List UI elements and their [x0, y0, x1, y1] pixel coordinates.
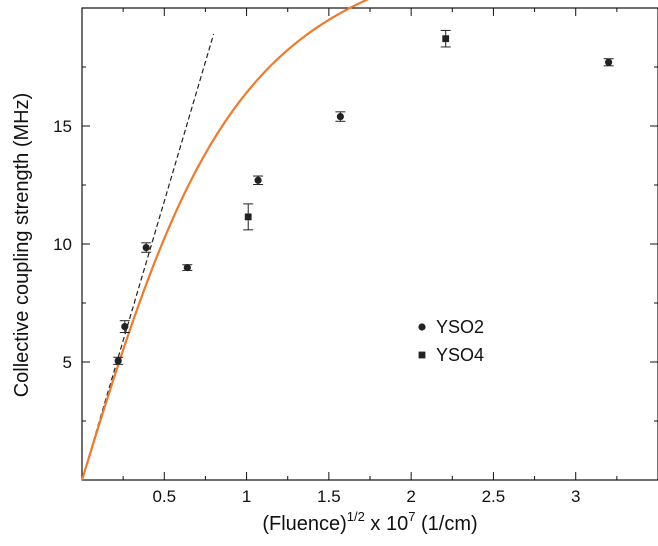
y-tick-label: 15: [53, 117, 72, 136]
x-axis-title: (Fluence)1/2 x 107 (1/cm): [262, 509, 477, 535]
x-axis-title-superscript-2: 7: [408, 509, 415, 524]
x-tick-label: 3: [571, 487, 580, 506]
x-axis-ticks: 0.5 1 1.5 2 2.5 3: [122, 8, 618, 506]
data-points-layer: [113, 29, 614, 365]
x-tick-label: 1: [242, 487, 251, 506]
linear-guide-line: [81, 33, 215, 481]
legend-label-yso4: YSO4: [436, 345, 484, 365]
linear-guide-layer: [81, 33, 215, 481]
y-axis-title: Collective coupling strength (MHz): [11, 93, 33, 398]
yso2-point: [183, 264, 191, 272]
legend-marker-yso4: [418, 351, 426, 359]
yso2-point: [336, 112, 344, 121]
x-tick-label: 2: [406, 487, 415, 506]
yso2-point: [605, 58, 613, 66]
fit-curve-layer: [80, 0, 370, 481]
y-tick-label: 10: [53, 235, 72, 254]
legend-marker-yso2: [418, 323, 426, 331]
yso4-point: [442, 35, 450, 43]
x-tick-label: 1.5: [317, 487, 341, 506]
yso2-point: [121, 323, 129, 331]
x-axis-title-superscript-1: 1/2: [347, 509, 365, 524]
x-axis-title-part-1: (Fluence): [262, 513, 346, 535]
x-tick-label: 0.5: [152, 487, 176, 506]
plot-frame: [81, 7, 658, 481]
yso2-point: [114, 357, 122, 365]
legend-label-yso2: YSO2: [436, 317, 484, 337]
x-tick-label: 2.5: [482, 487, 506, 506]
yso4-point: [244, 213, 252, 221]
yso2-point: [254, 176, 262, 184]
plot-area: 0.5 1 1.5 2 2.5 3 5 10 15 YSO2 YSO4: [53, 0, 658, 506]
y-tick-label: 5: [63, 353, 72, 372]
y-axis-ticks: 5 10 15: [53, 66, 658, 422]
yso2-point: [142, 243, 150, 252]
fit-curve: [80, 0, 370, 481]
x-axis-title-part-3: (1/cm): [415, 513, 477, 535]
x-axis-title-part-2: x 10: [365, 513, 408, 535]
legend: YSO2 YSO4: [418, 317, 484, 365]
